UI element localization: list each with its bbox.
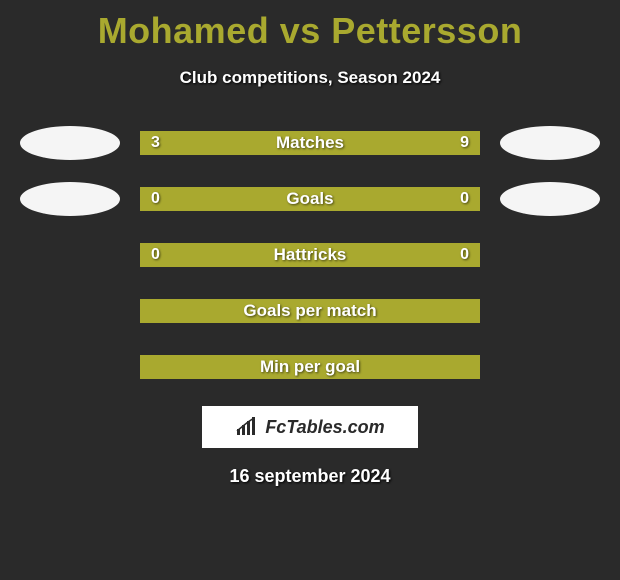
stat-label: Goals	[141, 188, 479, 210]
stat-row: Min per goal	[0, 350, 620, 384]
page-title: Mohamed vs Pettersson	[0, 0, 620, 52]
stat-label: Matches	[141, 132, 479, 154]
stat-row: 00Goals	[0, 182, 620, 216]
player-avatar-left	[20, 126, 120, 160]
stat-bar: 39Matches	[140, 131, 480, 155]
stat-bar: 00Goals	[140, 187, 480, 211]
logo-text: FcTables.com	[265, 417, 384, 438]
stat-bar: Goals per match	[140, 299, 480, 323]
stat-row: 39Matches	[0, 126, 620, 160]
player-avatar-right	[500, 126, 600, 160]
player-avatar-left	[20, 182, 120, 216]
stat-bar: Min per goal	[140, 355, 480, 379]
chart-icon	[235, 417, 259, 437]
stat-row: 00Hattricks	[0, 238, 620, 272]
date: 16 september 2024	[0, 466, 620, 487]
player-avatar-right	[500, 182, 600, 216]
logo: FcTables.com	[202, 406, 418, 448]
stat-row: Goals per match	[0, 294, 620, 328]
stat-bar: 00Hattricks	[140, 243, 480, 267]
stat-label: Goals per match	[141, 300, 479, 322]
subtitle: Club competitions, Season 2024	[0, 68, 620, 88]
stat-rows: 39Matches 00Goals 00Hattricks Goals per mat…	[0, 126, 620, 384]
stat-label: Hattricks	[141, 244, 479, 266]
stat-label: Min per goal	[141, 356, 479, 378]
